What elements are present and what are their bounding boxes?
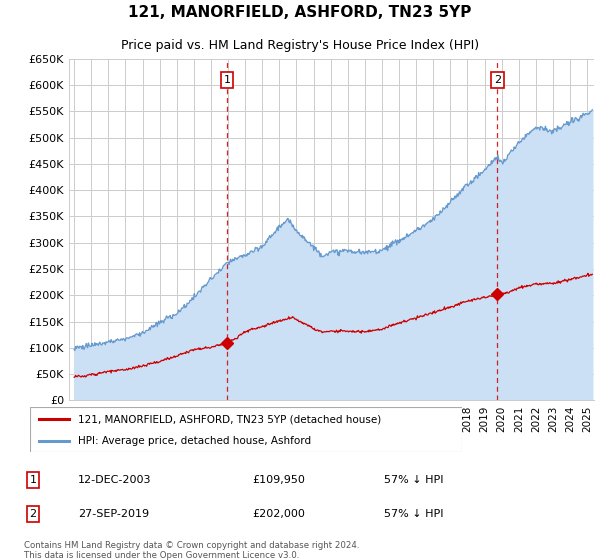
Text: 57% ↓ HPI: 57% ↓ HPI	[384, 475, 443, 485]
Text: Contains HM Land Registry data © Crown copyright and database right 2024.
This d: Contains HM Land Registry data © Crown c…	[24, 541, 359, 560]
Text: 2: 2	[494, 75, 501, 85]
Text: 57% ↓ HPI: 57% ↓ HPI	[384, 509, 443, 519]
Text: 2: 2	[29, 509, 37, 519]
Text: 1: 1	[224, 75, 230, 85]
Text: 121, MANORFIELD, ASHFORD, TN23 5YP (detached house): 121, MANORFIELD, ASHFORD, TN23 5YP (deta…	[77, 414, 381, 424]
Text: 121, MANORFIELD, ASHFORD, TN23 5YP: 121, MANORFIELD, ASHFORD, TN23 5YP	[128, 6, 472, 20]
Text: HPI: Average price, detached house, Ashford: HPI: Average price, detached house, Ashf…	[77, 436, 311, 446]
Text: Price paid vs. HM Land Registry's House Price Index (HPI): Price paid vs. HM Land Registry's House …	[121, 39, 479, 53]
Text: £109,950: £109,950	[252, 475, 305, 485]
Text: £202,000: £202,000	[252, 509, 305, 519]
Text: 27-SEP-2019: 27-SEP-2019	[78, 509, 149, 519]
Text: 12-DEC-2003: 12-DEC-2003	[78, 475, 151, 485]
Text: 1: 1	[29, 475, 37, 485]
FancyBboxPatch shape	[30, 407, 462, 452]
